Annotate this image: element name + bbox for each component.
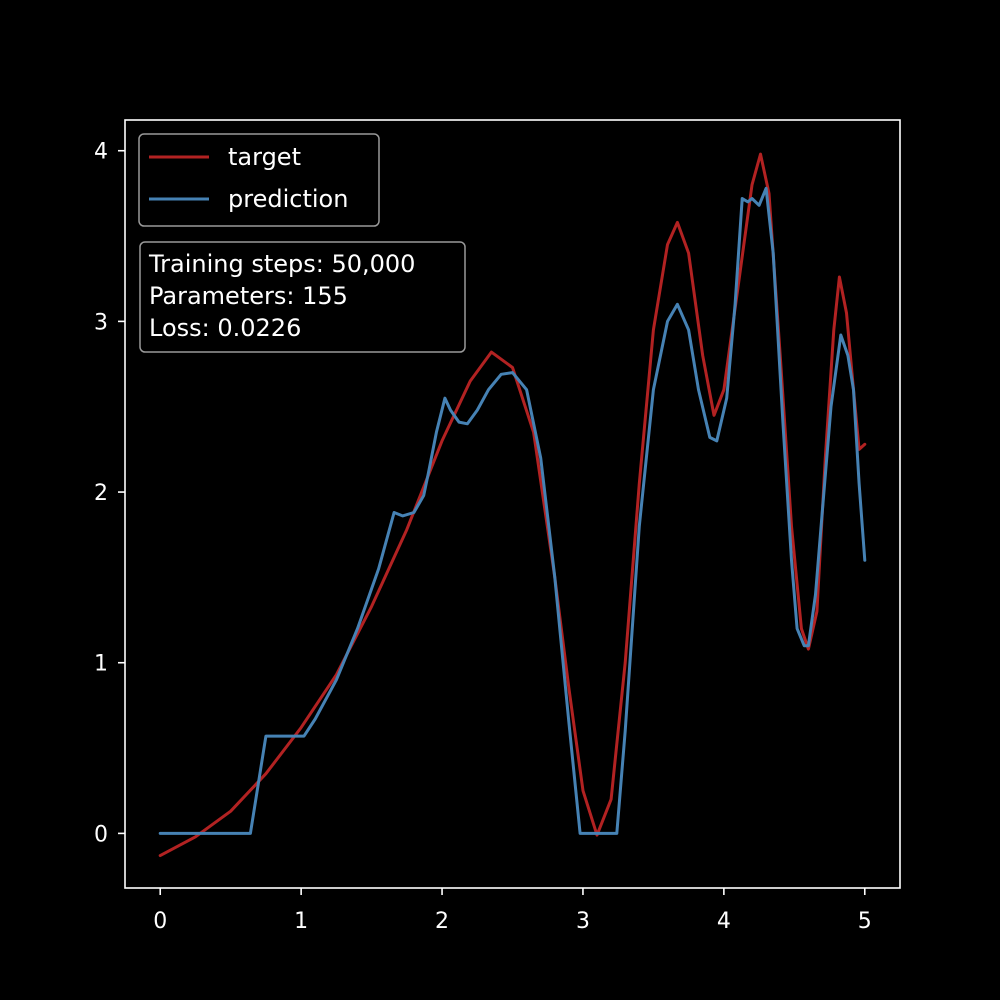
legend-label-prediction: prediction xyxy=(228,185,348,213)
axes-frame xyxy=(124,119,901,889)
info-training-steps: Training steps: 50,000 xyxy=(148,250,415,278)
info-loss: Loss: 0.0226 xyxy=(149,314,301,342)
x-tick-label: 3 xyxy=(576,909,590,934)
plot-area xyxy=(158,152,867,858)
x-tick-label: 4 xyxy=(717,909,731,934)
x-tick-label: 5 xyxy=(858,909,872,934)
y-tick-label: 1 xyxy=(94,652,108,677)
series-line-prediction xyxy=(158,186,867,835)
info-parameters: Parameters: 155 xyxy=(149,282,348,310)
y-tick-label: 2 xyxy=(94,481,108,506)
y-tick-label: 0 xyxy=(94,822,108,847)
info-box: Training steps: 50,000 Parameters: 155 L… xyxy=(139,241,466,353)
x-tick-label: 2 xyxy=(435,909,449,934)
legend-label-target: target xyxy=(228,143,301,171)
x-tick-label: 1 xyxy=(294,909,308,934)
axis-ticks: 0 1 2 3 4 5 0 1 2 3 4 xyxy=(94,140,872,934)
y-tick-label: 4 xyxy=(94,140,108,165)
legend: target prediction xyxy=(138,133,380,227)
x-tick-label: 0 xyxy=(153,909,167,934)
info-box-frame xyxy=(139,241,466,353)
series-line-target xyxy=(158,152,867,858)
y-tick-label: 3 xyxy=(94,310,108,335)
